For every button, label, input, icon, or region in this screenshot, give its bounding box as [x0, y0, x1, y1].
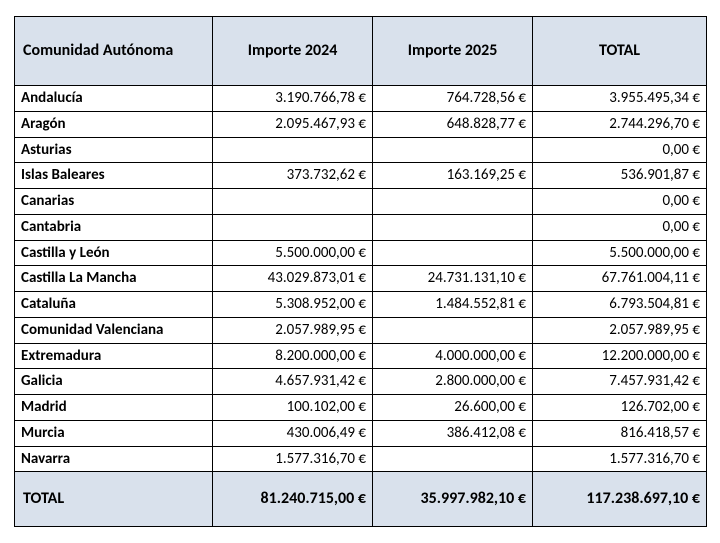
footer-label: TOTAL [15, 472, 213, 527]
cell-total: 0,00 € [533, 214, 707, 240]
table-row: Extremadura8.200.000,00 €4.000.000,00 €1… [15, 343, 707, 369]
cell-total: 5.500.000,00 € [533, 240, 707, 266]
footer-total: 117.238.697,10 € [533, 472, 707, 527]
col-header-importe-2024: Importe 2024 [213, 17, 373, 86]
funding-table: Comunidad Autónoma Importe 2024 Importe … [14, 16, 707, 527]
col-header-total: TOTAL [533, 17, 707, 86]
table-row: Comunidad Valenciana2.057.989,95 €2.057.… [15, 317, 707, 343]
cell-name: Asturias [15, 137, 213, 163]
table-row: Navarra1.577.316,70 €1.577.316,70 € [15, 446, 707, 472]
cell-2024: 2.057.989,95 € [213, 317, 373, 343]
cell-2025 [373, 137, 533, 163]
cell-total: 0,00 € [533, 137, 707, 163]
cell-total: 2.057.989,95 € [533, 317, 707, 343]
cell-name: Andalucía [15, 86, 213, 112]
cell-2024: 100.102,00 € [213, 395, 373, 421]
cell-total: 2.744.296,70 € [533, 111, 707, 137]
cell-total: 7.457.931,42 € [533, 369, 707, 395]
cell-2025 [373, 317, 533, 343]
header-row: Comunidad Autónoma Importe 2024 Importe … [15, 17, 707, 86]
table-row: Castilla La Mancha43.029.873,01 €24.731.… [15, 266, 707, 292]
cell-name: Canarias [15, 189, 213, 215]
cell-total: 67.761.004,11 € [533, 266, 707, 292]
cell-name: Comunidad Valenciana [15, 317, 213, 343]
cell-name: Murcia [15, 420, 213, 446]
cell-2024 [213, 189, 373, 215]
cell-name: Aragón [15, 111, 213, 137]
table-row: Cataluña5.308.952,00 €1.484.552,81 €6.79… [15, 292, 707, 318]
cell-2025 [373, 214, 533, 240]
cell-name: Navarra [15, 446, 213, 472]
cell-2025: 386.412,08 € [373, 420, 533, 446]
cell-2024: 5.500.000,00 € [213, 240, 373, 266]
table-row: Cantabria 0,00 € [15, 214, 707, 240]
cell-name: Extremadura [15, 343, 213, 369]
cell-name: Castilla y León [15, 240, 213, 266]
cell-2024: 373.732,62 € [213, 163, 373, 189]
cell-2024 [213, 214, 373, 240]
table-body: Andalucía3.190.766,78 €764.728,56 €3.955… [15, 86, 707, 472]
cell-2024: 1.577.316,70 € [213, 446, 373, 472]
table-row: Galicia4.657.931,42 €2.800.000,00 €7.457… [15, 369, 707, 395]
cell-2025: 2.800.000,00 € [373, 369, 533, 395]
cell-2024: 43.029.873,01 € [213, 266, 373, 292]
cell-total: 1.577.316,70 € [533, 446, 707, 472]
cell-2025: 24.731.131,10 € [373, 266, 533, 292]
table-row: Castilla y León5.500.000,00 €5.500.000,0… [15, 240, 707, 266]
footer-2024: 81.240.715,00 € [213, 472, 373, 527]
cell-total: 3.955.495,34 € [533, 86, 707, 112]
cell-name: Galicia [15, 369, 213, 395]
cell-2025: 163.169,25 € [373, 163, 533, 189]
table-row: Islas Baleares373.732,62 €163.169,25 €53… [15, 163, 707, 189]
cell-2025: 4.000.000,00 € [373, 343, 533, 369]
cell-name: Islas Baleares [15, 163, 213, 189]
col-header-comunidad: Comunidad Autónoma [15, 17, 213, 86]
cell-2024: 2.095.467,93 € [213, 111, 373, 137]
col-header-importe-2025: Importe 2025 [373, 17, 533, 86]
cell-2025: 1.484.552,81 € [373, 292, 533, 318]
table-row: Canarias 0,00 € [15, 189, 707, 215]
cell-total: 6.793.504,81 € [533, 292, 707, 318]
cell-2024: 8.200.000,00 € [213, 343, 373, 369]
cell-2025: 764.728,56 € [373, 86, 533, 112]
cell-total: 12.200.000,00 € [533, 343, 707, 369]
cell-2025 [373, 189, 533, 215]
cell-2024: 5.308.952,00 € [213, 292, 373, 318]
cell-2025 [373, 240, 533, 266]
cell-name: Cataluña [15, 292, 213, 318]
cell-2025: 26.600,00 € [373, 395, 533, 421]
table-row: Madrid100.102,00 €26.600,00 €126.702,00 … [15, 395, 707, 421]
table-row: Andalucía3.190.766,78 €764.728,56 €3.955… [15, 86, 707, 112]
cell-2024: 3.190.766,78 € [213, 86, 373, 112]
cell-name: Castilla La Mancha [15, 266, 213, 292]
cell-name: Cantabria [15, 214, 213, 240]
cell-2024: 430.006,49 € [213, 420, 373, 446]
footer-row: TOTAL 81.240.715,00 € 35.997.982,10 € 11… [15, 472, 707, 527]
footer-2025: 35.997.982,10 € [373, 472, 533, 527]
cell-2024 [213, 137, 373, 163]
table-row: Murcia430.006,49 €386.412,08 €816.418,57… [15, 420, 707, 446]
cell-2025 [373, 446, 533, 472]
cell-name: Madrid [15, 395, 213, 421]
cell-total: 0,00 € [533, 189, 707, 215]
cell-total: 536.901,87 € [533, 163, 707, 189]
cell-total: 816.418,57 € [533, 420, 707, 446]
table-row: Aragón2.095.467,93 €648.828,77 €2.744.29… [15, 111, 707, 137]
table-row: Asturias 0,00 € [15, 137, 707, 163]
cell-total: 126.702,00 € [533, 395, 707, 421]
cell-2025: 648.828,77 € [373, 111, 533, 137]
cell-2024: 4.657.931,42 € [213, 369, 373, 395]
